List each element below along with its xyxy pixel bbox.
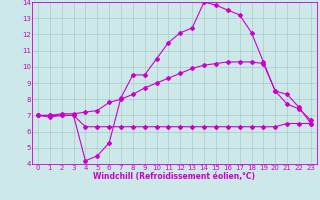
X-axis label: Windchill (Refroidissement éolien,°C): Windchill (Refroidissement éolien,°C) xyxy=(93,172,255,181)
